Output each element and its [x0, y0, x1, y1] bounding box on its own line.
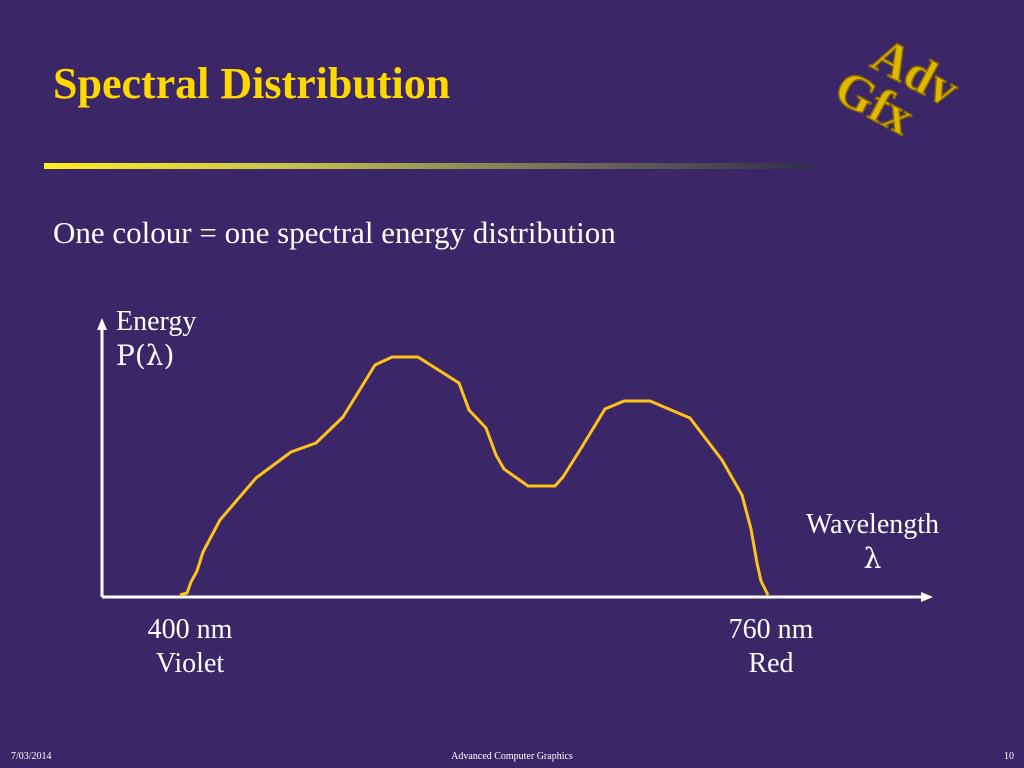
x-tick-label-violet-color: Violet — [155, 648, 225, 679]
footer-date: 7/03/2014 — [11, 751, 52, 762]
x-axis-label-line-2: λ — [863, 542, 882, 575]
spectral-curve — [179, 355, 770, 597]
footer-course: Advanced Computer Graphics — [451, 751, 573, 762]
y-axis-label: Energy P(λ) — [116, 305, 196, 373]
x-axis-label: Wavelength λ — [806, 508, 939, 576]
x-axis-label-line-1: Wavelength — [806, 509, 940, 540]
slide-title: Spectral Distribution — [53, 59, 451, 108]
y-axis-label-line-2: P(λ) — [116, 339, 175, 372]
x-tick-label-violet-wavelength: 400 nm — [147, 614, 233, 645]
x-tick-label-violet: 400 nm Violet — [110, 613, 270, 681]
footer-page-number: 10 — [1004, 751, 1014, 762]
x-tick-label-red: 760 nm Red — [691, 613, 851, 681]
slide-subtitle: One colour = one spectral energy distrib… — [53, 215, 616, 250]
y-axis-label-line-1: Energy — [116, 306, 197, 337]
y-axis-arrowhead — [97, 318, 107, 330]
x-axis-arrowhead — [921, 592, 933, 602]
x-tick-label-red-color: Red — [748, 648, 794, 679]
x-tick-label-red-wavelength: 760 nm — [728, 614, 814, 645]
title-underline — [44, 163, 810, 169]
